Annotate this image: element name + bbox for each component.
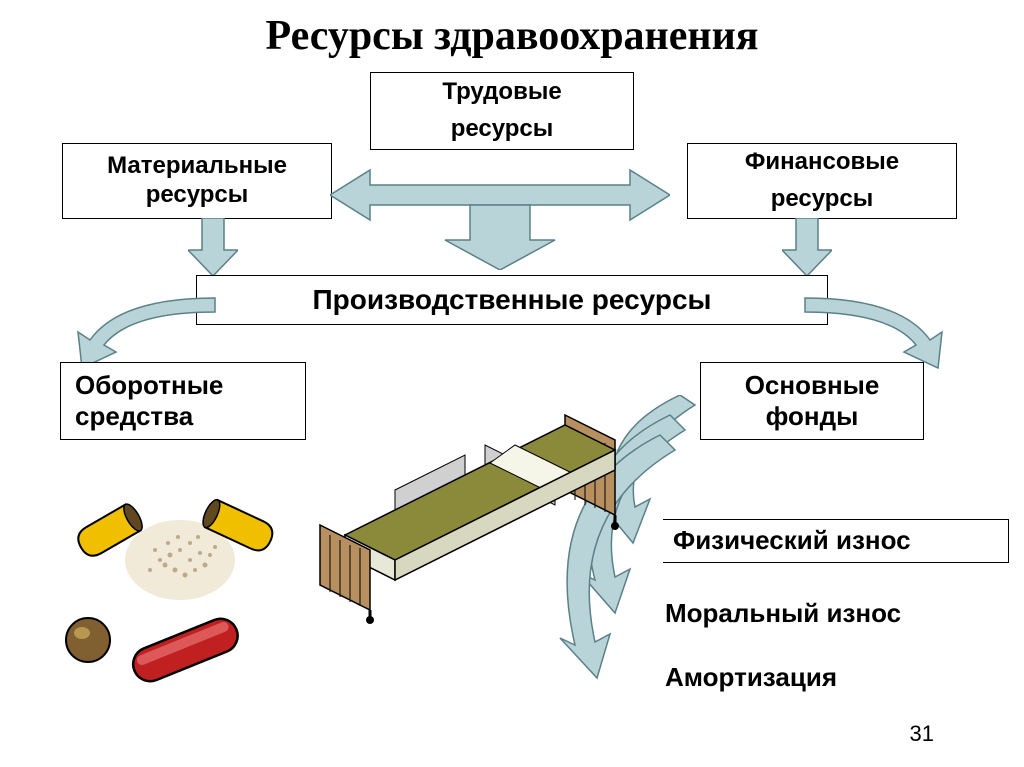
box-production-text: Производственные ресурсы	[313, 283, 712, 317]
box-financial: Финансовые ресурсы	[687, 143, 957, 219]
box-labor-line1: Трудовые	[442, 78, 561, 107]
box-working-line1: Оборотные	[75, 370, 223, 401]
label-moral: Моральный износ	[665, 598, 901, 629]
box-financial-line1: Финансовые	[745, 148, 899, 177]
curve-arrow-right-icon	[800, 290, 960, 370]
box-physical: Физический износ	[663, 519, 1009, 563]
page-number: 31	[910, 721, 934, 747]
box-material-line2: ресурсы	[146, 181, 249, 210]
box-labor-line2: ресурсы	[451, 115, 554, 144]
box-financial-line2: ресурсы	[771, 185, 874, 214]
down-arrow-left-icon	[188, 218, 238, 276]
pills-icon	[50, 465, 310, 695]
down-arrow-right-icon	[782, 218, 832, 276]
box-fixed-line1: Основные	[745, 370, 880, 401]
label-amort: Амортизация	[665, 662, 837, 693]
box-working-line2: средства	[75, 401, 193, 432]
page-title: Ресурсы здравоохранения	[0, 12, 1024, 60]
multi-arrow-icon	[330, 150, 670, 270]
box-production: Производственные ресурсы	[196, 275, 828, 325]
curve-arrow-left-icon	[60, 290, 220, 370]
label-physical: Физический износ	[673, 525, 911, 556]
box-material-line1: Материальные	[107, 152, 287, 181]
box-material: Материальные ресурсы	[62, 143, 332, 219]
box-working: Оборотные средства	[60, 362, 306, 440]
box-labor: Трудовые ресурсы	[370, 72, 634, 150]
hospital-bed-icon	[285, 395, 635, 625]
box-fixed-line2: фонды	[766, 401, 859, 432]
